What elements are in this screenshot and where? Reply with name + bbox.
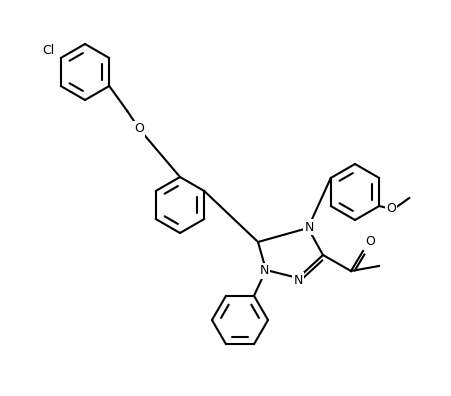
Text: O: O bbox=[386, 202, 396, 215]
Text: O: O bbox=[134, 122, 144, 135]
Text: O: O bbox=[364, 235, 374, 248]
Text: N: N bbox=[304, 221, 313, 234]
Text: N: N bbox=[259, 265, 268, 278]
Text: N: N bbox=[293, 274, 302, 286]
Text: Cl: Cl bbox=[43, 44, 55, 57]
